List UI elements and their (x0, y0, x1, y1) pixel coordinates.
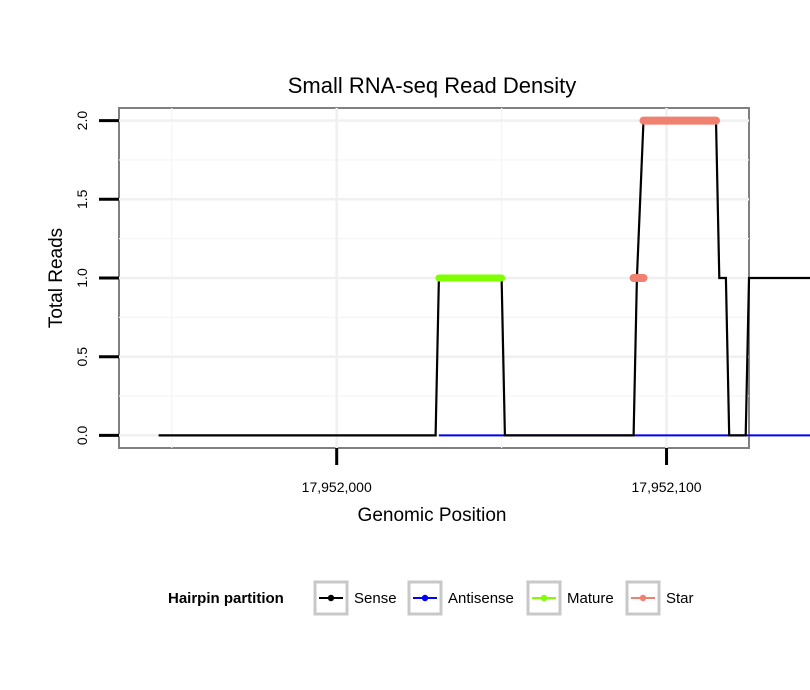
legend: Hairpin partition Sense Antisense Mature St… (168, 580, 694, 616)
y-axis: 0.0 0.5 1.0 1.5 2.0 (74, 111, 119, 445)
y-axis-title: Total Reads (46, 228, 67, 328)
y-tick-label: 1.0 (74, 268, 90, 288)
legend-key-mature (526, 580, 562, 616)
y-tick-label: 1.5 (74, 189, 90, 209)
legend-key-antisense (407, 580, 443, 616)
x-tick-label: 17,952,100 (632, 479, 702, 495)
x-axis: 17,952,000 17,952,100 (302, 448, 702, 495)
legend-label: Sense (354, 590, 397, 607)
y-tick-label: 2.0 (74, 111, 90, 131)
y-tick-label: 0.0 (74, 425, 90, 445)
chart-title: Small RNA-seq Read Density (288, 73, 577, 98)
legend-key-sense (313, 580, 349, 616)
minor-gridlines (119, 108, 749, 448)
y-tick-label: 0.5 (74, 347, 90, 367)
legend-label: Star (666, 590, 694, 607)
series-sense-line (158, 119, 810, 437)
legend-key-star (625, 580, 661, 616)
legend-label: Mature (567, 590, 614, 607)
legend-label: Antisense (448, 590, 514, 607)
series-layer (158, 116, 810, 437)
x-tick-label: 17,952,000 (302, 479, 372, 495)
x-axis-title: Genomic Position (358, 505, 507, 526)
legend-title: Hairpin partition (168, 590, 284, 607)
